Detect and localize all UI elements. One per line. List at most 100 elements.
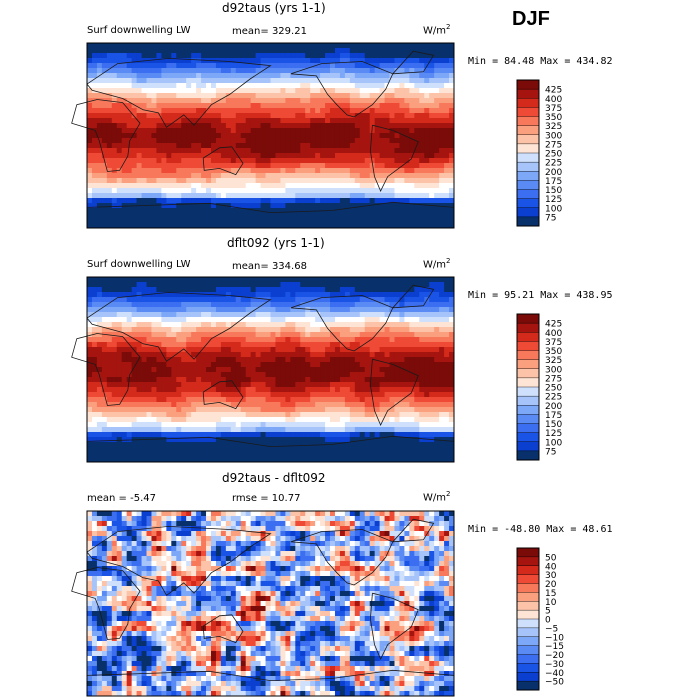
- map-frame-1: [86, 42, 455, 229]
- colorbar-3-tick-0: 50: [545, 553, 557, 563]
- colorbar-1-tick-9: 200: [545, 168, 562, 178]
- colorbar-1-tick-10: 175: [545, 177, 562, 187]
- colorbar-3-swatch-10: [516, 636, 540, 647]
- coastline-2-1: [86, 291, 272, 362]
- coastline-1-2: [202, 146, 244, 176]
- coastline-3-5: [392, 518, 435, 543]
- colorbar-1-swatch-13: [516, 198, 540, 209]
- map-panel-1: [71, 42, 455, 229]
- colorbar-3-swatch-13: [516, 663, 540, 673]
- colorbar-2-swatch-9: [516, 395, 540, 406]
- colorbar-1-tick-12: 125: [545, 195, 562, 205]
- colorbar-2-tick-14: 75: [545, 447, 556, 457]
- coastline-3-6: [86, 669, 455, 682]
- coastline-1-5: [392, 50, 435, 75]
- colorbar-2-tick-9: 200: [545, 402, 562, 412]
- coastline-2-4: [369, 358, 419, 426]
- colorbar-3-swatch-14: [516, 672, 540, 682]
- colorbar-2-tick-4: 325: [545, 356, 562, 366]
- panel1-title: d92taus (yrs 1-1): [222, 1, 326, 15]
- colorbar-3-tick-12: −30: [545, 660, 564, 670]
- colorbar-3-swatch-2: [516, 565, 540, 576]
- colorbar-2-tick-3: 350: [545, 347, 562, 357]
- panel3-range: Min = -48.80 Max = 48.61: [468, 524, 613, 535]
- colorbar-2-swatch-15: [516, 450, 540, 461]
- panel1-variable-label: Surf downwelling LW: [87, 25, 191, 36]
- panel1-mean-value: 329.21: [271, 26, 307, 37]
- panel2-mean: mean= 334.68: [232, 261, 307, 272]
- colorbar-3-tick-6: 5: [545, 607, 551, 617]
- panel3-rmse-value: 10.77: [271, 493, 301, 504]
- colorbar-3-tick-8: −5: [545, 624, 558, 634]
- colorbar-3-tick-3: 20: [545, 580, 557, 590]
- colorbar-2-swatch-3: [516, 341, 540, 352]
- colorbar-3-tick-9: −10: [545, 633, 564, 643]
- colorbar-3-swatch-3: [516, 574, 540, 585]
- panel3-title: d92taus - dflt092: [222, 471, 326, 485]
- colorbar-2-swatch-10: [516, 405, 540, 415]
- colorbar-1-swatch-0: [516, 79, 540, 90]
- colorbar-2: 4254003753503253002752502252001751501251…: [516, 313, 562, 461]
- colorbar-1-frame: [516, 79, 540, 227]
- colorbar-3-swatch-0: [516, 547, 540, 558]
- colorbar-1-tick-6: 275: [545, 140, 562, 150]
- coastline-3-3: [290, 529, 394, 586]
- colorbar-2-swatch-13: [516, 432, 540, 443]
- colorbar-3-swatch-9: [516, 627, 540, 638]
- colorbar-1-swatch-5: [516, 125, 540, 136]
- panel1-units: W/m2: [423, 23, 450, 36]
- colorbar-1-tick-0: 425: [545, 86, 562, 96]
- colorbar-2-tick-6: 275: [545, 374, 562, 384]
- coastline-3-1: [86, 525, 272, 596]
- panel2-variable-label: Surf downwelling LW: [87, 259, 191, 270]
- colorbar-1-swatch-15: [516, 216, 540, 227]
- coastline-1-1: [86, 57, 272, 128]
- colorbar-3-tick-2: 30: [545, 571, 557, 581]
- map-frame-2: [86, 276, 455, 463]
- colorbar-1-tick-7: 250: [545, 150, 562, 160]
- colorbar-3-frame: [516, 547, 540, 691]
- colorbar-1-swatch-10: [516, 171, 540, 181]
- colorbar-1-tick-2: 375: [545, 104, 562, 114]
- panel2-range: Min = 95.21 Max = 438.95: [468, 290, 613, 301]
- colorbar-3-tick-7: 0: [545, 616, 551, 626]
- colorbar-1-swatch-11: [516, 180, 540, 191]
- map-frame-3: [86, 510, 455, 697]
- colorbar-1-tick-4: 325: [545, 122, 562, 132]
- colorbar-2-swatch-14: [516, 441, 540, 452]
- panel2-units-text: W/m: [423, 259, 446, 271]
- colorbar-2-tick-12: 125: [545, 429, 562, 439]
- colorbar-3-tick-14: −50: [545, 678, 564, 688]
- colorbar-3-swatch-12: [516, 654, 540, 664]
- panel2-units: W/m2: [423, 257, 450, 270]
- panel3-units-text: W/m: [423, 492, 446, 504]
- colorbar-3-swatch-15: [516, 680, 540, 691]
- panel1-mean: mean= 329.21: [232, 26, 307, 37]
- colorbar-3-swatch-8: [516, 618, 540, 629]
- colorbar-1-tick-1: 400: [545, 95, 562, 105]
- colorbar-1-tick-11: 150: [545, 186, 562, 196]
- colorbar-1-tick-3: 350: [545, 113, 562, 123]
- colorbar-2-swatch-8: [516, 386, 540, 397]
- colorbar-1-swatch-8: [516, 152, 540, 163]
- colorbar-2-swatch-7: [516, 377, 540, 388]
- colorbar-1-swatch-14: [516, 207, 540, 218]
- colorbar-3-swatch-6: [516, 601, 540, 611]
- coastline-3-2: [202, 614, 244, 644]
- colorbar-3-swatch-7: [516, 609, 540, 620]
- colorbar-2-frame: [516, 313, 540, 461]
- coastline-1-3: [290, 61, 394, 118]
- coastline-1-4: [369, 124, 419, 192]
- panel3-rmse: rmse = 10.77: [232, 493, 300, 504]
- colorbar-3-swatch-5: [516, 592, 540, 602]
- colorbar-2-tick-8: 225: [545, 393, 562, 403]
- colorbar-1-swatch-4: [516, 116, 540, 127]
- colorbar-1-swatch-12: [516, 189, 540, 200]
- colorbar-2-swatch-1: [516, 322, 540, 333]
- colorbar-2-tick-0: 425: [545, 320, 562, 330]
- coastline-2-3: [290, 295, 394, 352]
- colorbar-2-tick-11: 150: [545, 420, 562, 430]
- panel2-mean-label: mean=: [232, 261, 269, 272]
